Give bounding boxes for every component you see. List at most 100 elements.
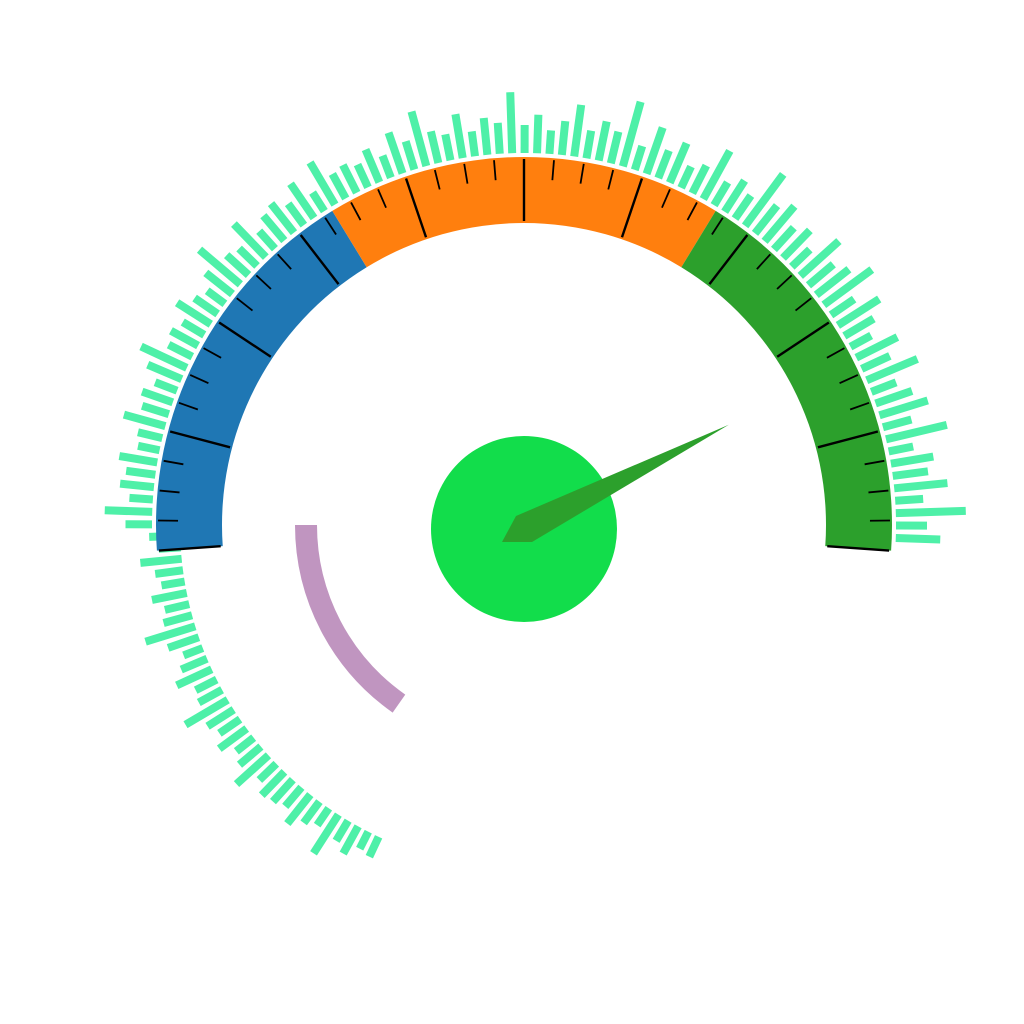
- radial-bar: [741, 172, 787, 229]
- radial-bar: [582, 130, 596, 159]
- gauge-band-1: [156, 210, 367, 551]
- radial-bar: [780, 227, 813, 261]
- radial-bar: [594, 120, 611, 162]
- gauge-major-tick: [776, 321, 830, 358]
- radial-bar: [300, 799, 323, 826]
- radial-bar: [182, 644, 205, 660]
- gauge-major-tick: [404, 178, 428, 238]
- radial-bar: [284, 792, 314, 827]
- radial-bar: [256, 760, 280, 783]
- gauge-minor-tick: [324, 217, 337, 235]
- gauge-minor-tick: [350, 202, 362, 221]
- radial-bar: [309, 190, 328, 214]
- radial-bar: [401, 140, 419, 171]
- radial-bar: [797, 238, 842, 279]
- radial-bar: [137, 428, 164, 443]
- radial-bar: [217, 715, 243, 737]
- radial-bar: [267, 201, 298, 236]
- radial-bar: [751, 203, 781, 236]
- radial-bar: [865, 355, 919, 384]
- radial-bar: [332, 818, 352, 843]
- radial-bar: [174, 299, 213, 328]
- radial-bar: [842, 315, 876, 340]
- radial-bar: [119, 479, 155, 492]
- radial-bar: [192, 294, 220, 318]
- radial-bar: [606, 130, 623, 165]
- radial-bar: [160, 577, 186, 590]
- radial-bar: [162, 611, 194, 627]
- radial-bar: [407, 110, 431, 168]
- radial-bar: [881, 415, 913, 432]
- radial-bar: [630, 144, 647, 172]
- radial-bar: [361, 148, 384, 184]
- radial-bar: [789, 246, 813, 270]
- radial-bar: [151, 588, 188, 604]
- radial-bar: [153, 378, 179, 395]
- radial-bar: [890, 452, 934, 468]
- radial-bar: [895, 506, 966, 518]
- radial-bar: [878, 396, 929, 420]
- radial-bar: [203, 269, 235, 298]
- radial-bar: [339, 824, 362, 856]
- radial-bar: [163, 600, 191, 614]
- radial-bar: [688, 163, 710, 196]
- radial-bar: [183, 696, 230, 729]
- gauge-major-tick: [708, 234, 749, 285]
- gauge-minor-tick: [794, 297, 812, 312]
- radial-bar: [310, 812, 342, 856]
- radial-bar: [260, 213, 288, 244]
- gauge-minor-tick: [864, 459, 885, 466]
- radial-bar: [353, 162, 372, 189]
- radial-bar: [894, 494, 924, 505]
- radial-bar: [378, 154, 395, 180]
- radial-bar: [256, 228, 278, 252]
- gauge-tick-group: [158, 159, 890, 552]
- radial-bar: [236, 245, 260, 269]
- gauge-major-tick: [218, 321, 272, 358]
- gauge-minor-tick: [839, 374, 859, 384]
- radial-bar: [193, 676, 219, 694]
- gauge-major-tick: [158, 545, 221, 552]
- gauge-needle: [502, 424, 729, 542]
- radial-bar: [140, 402, 171, 418]
- radial-bar: [140, 387, 175, 407]
- radial-bar: [848, 331, 874, 351]
- gauge-minor-tick: [849, 401, 870, 411]
- radial-bar: [545, 130, 556, 155]
- gauge-minor-tick: [277, 253, 292, 270]
- radial-bar: [118, 452, 158, 467]
- radial-bar: [205, 706, 236, 730]
- radial-bar: [180, 318, 207, 339]
- radial-bar: [467, 130, 479, 157]
- radial-bar: [854, 333, 900, 362]
- radial-bar: [166, 633, 201, 652]
- radial-bar: [426, 130, 443, 164]
- gauge-major-tick: [817, 430, 879, 449]
- gauge-major-tick: [620, 178, 644, 238]
- radial-bar: [146, 361, 184, 383]
- radial-bar: [677, 164, 695, 190]
- gauge-minor-tick: [579, 163, 585, 184]
- gauge-major-tick: [827, 545, 890, 552]
- radial-bar: [339, 163, 361, 195]
- radial-bar: [166, 341, 195, 361]
- radial-bar: [761, 203, 798, 244]
- radial-bar: [287, 181, 318, 221]
- gauge-band-3: [681, 210, 892, 551]
- gauge-minor-tick: [711, 217, 724, 235]
- gauge-minor-tick: [203, 347, 222, 359]
- gauge-minor-tick: [433, 169, 441, 190]
- radial-bar: [356, 829, 372, 851]
- radial-bar: [533, 114, 543, 154]
- radial-bar: [328, 171, 350, 201]
- radial-bar: [479, 117, 492, 156]
- radial-bar: [710, 180, 732, 208]
- radial-bar: [557, 120, 570, 156]
- radial-bar: [570, 104, 586, 157]
- gauge-minor-tick: [236, 297, 254, 312]
- gauge-minor-tick: [377, 188, 387, 209]
- radial-bar: [216, 725, 250, 752]
- radial-bar: [236, 743, 264, 768]
- radial-bar: [258, 769, 288, 798]
